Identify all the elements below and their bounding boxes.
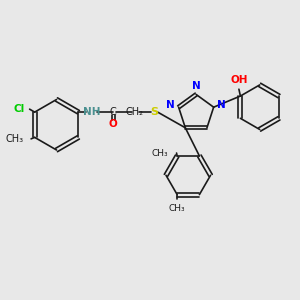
Text: CH₃: CH₃ <box>169 204 185 213</box>
Text: Cl: Cl <box>13 104 24 114</box>
Text: N: N <box>166 100 175 110</box>
Text: CH₂: CH₂ <box>125 107 143 117</box>
Text: CH₃: CH₃ <box>6 134 24 144</box>
Text: O: O <box>109 119 118 129</box>
Text: S: S <box>151 107 159 117</box>
Text: C: C <box>110 107 116 117</box>
Text: CH₃: CH₃ <box>152 148 168 158</box>
Text: N: N <box>217 100 226 110</box>
Text: N: N <box>192 81 200 91</box>
Text: NH: NH <box>83 107 100 117</box>
Text: OH: OH <box>230 75 248 85</box>
